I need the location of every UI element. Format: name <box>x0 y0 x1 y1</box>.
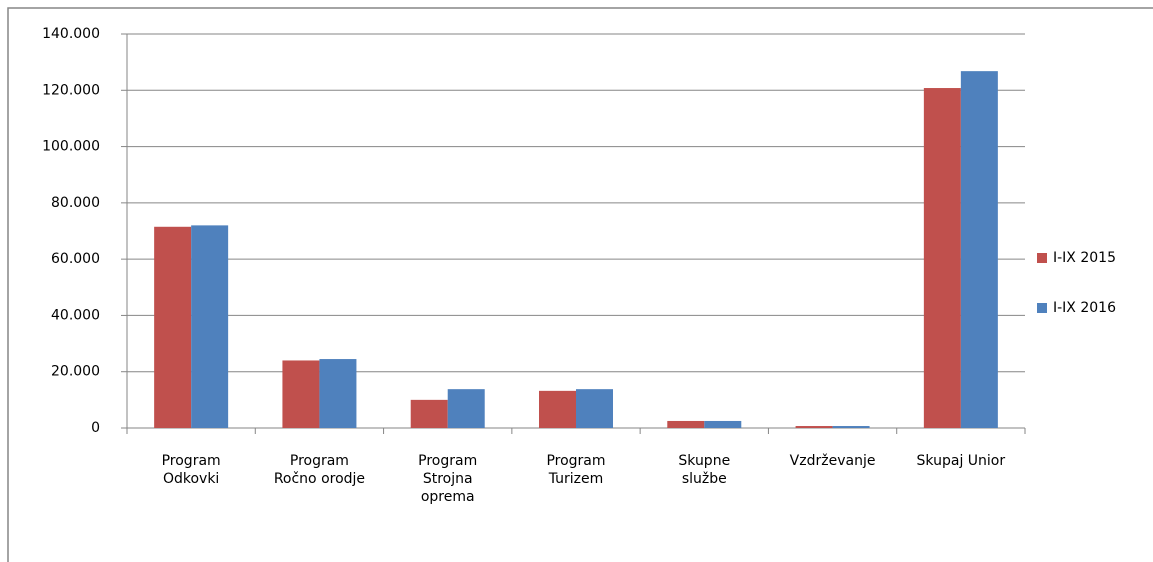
y-tick-label: 80.000 <box>51 195 100 211</box>
bar <box>704 420 742 428</box>
bar <box>282 360 320 428</box>
legend-label: I-IX 2016 <box>1053 300 1116 316</box>
bar <box>319 359 357 428</box>
y-tick-label: 60.000 <box>51 251 100 267</box>
x-tick-label: Program Odkovki <box>161 453 221 487</box>
bar <box>667 420 705 428</box>
x-tick-label: Skupne službe <box>678 453 731 487</box>
legend-swatch <box>1037 253 1047 263</box>
x-tick-label: Program Strojna oprema <box>418 453 478 505</box>
bar <box>191 225 229 428</box>
y-tick-label: 40.000 <box>51 307 100 323</box>
bar <box>154 226 192 428</box>
chart-border <box>7 7 1153 562</box>
x-tick-label: Program Turizem <box>546 453 606 487</box>
bar <box>960 71 998 429</box>
bar <box>410 399 448 428</box>
bar <box>923 88 961 428</box>
legend-swatch <box>1037 303 1047 313</box>
y-tick-label: 0 <box>91 420 100 436</box>
y-tick-label: 20.000 <box>51 364 100 380</box>
x-tick-label: Program Ročno orodje <box>273 453 366 487</box>
x-tick-label: Vzdrževanje <box>789 453 876 469</box>
y-tick-label: 100.000 <box>42 139 100 155</box>
bar <box>447 389 485 428</box>
y-tick-label: 120.000 <box>42 82 100 98</box>
legend-label: I-IX 2015 <box>1053 250 1116 266</box>
x-tick-label: Skupaj Unior <box>916 453 1006 469</box>
y-tick-label: 140.000 <box>42 26 100 42</box>
bar <box>832 426 870 428</box>
bar <box>539 390 576 428</box>
bar <box>576 389 613 428</box>
bar <box>795 426 833 428</box>
